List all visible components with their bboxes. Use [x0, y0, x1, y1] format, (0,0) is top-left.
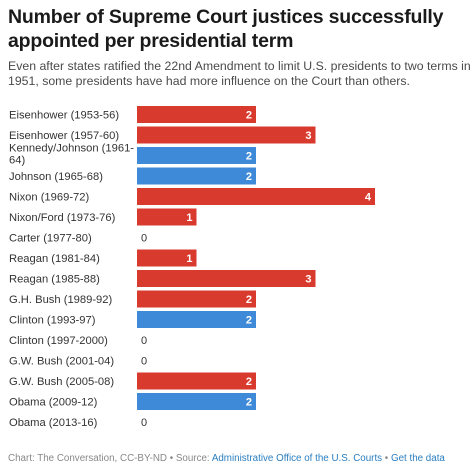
chart-footer: Chart: The Conversation, CC-BY-ND • Sour… [8, 453, 472, 465]
category-label: Kennedy/Johnson (1961-64) [9, 143, 134, 167]
category-label: Carter (1977-80) [9, 233, 92, 245]
category-label: Reagan (1981-84) [9, 253, 100, 265]
category-label: Nixon (1969-72) [9, 192, 89, 204]
category-label: G.W. Bush (2005-08) [9, 376, 114, 388]
bar [137, 372, 256, 390]
bar-row: Obama (2009-12) 2 [9, 393, 256, 410]
value-label: 2 [246, 376, 252, 388]
value-label: 0 [141, 335, 147, 347]
value-label: 4 [365, 192, 372, 204]
footer-separator: • [382, 453, 391, 464]
bar [137, 393, 256, 410]
category-label: Obama (2009-12) [9, 397, 98, 409]
value-label: 0 [141, 233, 147, 245]
bar [137, 188, 375, 205]
bar [137, 167, 256, 185]
bar-row: Clinton (1993-97) 2 [9, 311, 256, 328]
bar-row: Clinton (1997-2000) 0 [9, 335, 147, 347]
value-label: 2 [246, 294, 252, 306]
category-label: Eisenhower (1953-56) [9, 110, 119, 122]
footer-separator: • Source: [167, 453, 212, 464]
value-label: 2 [246, 315, 252, 327]
bar-row: Carter (1977-80) 0 [9, 233, 147, 245]
bar [137, 290, 256, 308]
category-label: Nixon/Ford (1973-76) [9, 212, 116, 224]
bar [137, 249, 197, 267]
chart-subtitle: Even after states ratified the 22nd Amen… [8, 59, 471, 88]
source-link[interactable]: Administrative Office of the U.S. Courts [211, 453, 383, 464]
category-label: Johnson (1965-68) [9, 171, 103, 183]
category-label: G.H. Bush (1989-92) [9, 294, 112, 306]
category-label: Clinton (1997-2000) [9, 335, 108, 347]
category-label: Clinton (1993-97) [9, 315, 96, 327]
bar-row: G.W. Bush (2001-04) 0 [9, 356, 147, 368]
bar-row: Nixon (1969-72) 4 [9, 188, 375, 205]
bar-row: Reagan (1981-84) 1 [9, 249, 197, 267]
value-label: 3 [305, 130, 311, 142]
category-label: Obama (2013-16) [9, 417, 98, 429]
value-label: 3 [305, 274, 311, 286]
bar-row: Nixon/Ford (1973-76) 1 [9, 208, 197, 226]
bar-row: G.W. Bush (2005-08) 2 [9, 372, 256, 390]
value-label: 0 [141, 356, 147, 368]
bar [137, 106, 256, 123]
credit-text: Chart: The Conversation, CC-BY-ND [8, 453, 167, 464]
bar-row: Obama (2013-16) 0 [9, 417, 147, 429]
bar [137, 270, 316, 287]
bar [137, 126, 316, 144]
bar-row: Reagan (1985-88) 3 [9, 270, 316, 287]
bar-chart: Eisenhower (1953-56) 2 Eisenhower (1957-60… [9, 106, 375, 429]
value-label: 2 [246, 110, 252, 122]
value-label: 2 [246, 171, 252, 183]
bar [137, 311, 256, 328]
bar-row: G.H. Bush (1989-92) 2 [9, 290, 256, 308]
category-label: Eisenhower (1957-60) [9, 130, 119, 142]
value-label: 0 [141, 417, 147, 429]
get-data-link[interactable]: Get the data [390, 453, 445, 464]
value-label: 1 [186, 212, 192, 224]
value-label: 2 [246, 151, 252, 163]
bar-row: Johnson (1965-68) 2 [9, 167, 256, 185]
bar-row: Kennedy/Johnson (1961-64) 2 [9, 143, 256, 167]
chart-title: Number of Supreme Court justices success… [8, 6, 444, 52]
bar-row: Eisenhower (1953-56) 2 [9, 106, 256, 123]
bar [137, 208, 197, 226]
category-label: Reagan (1985-88) [9, 274, 100, 286]
value-label: 1 [186, 253, 192, 265]
bar [137, 147, 256, 164]
category-label: G.W. Bush (2001-04) [9, 356, 114, 368]
value-label: 2 [246, 397, 252, 409]
bar-row: Eisenhower (1957-60) 3 [9, 126, 316, 144]
